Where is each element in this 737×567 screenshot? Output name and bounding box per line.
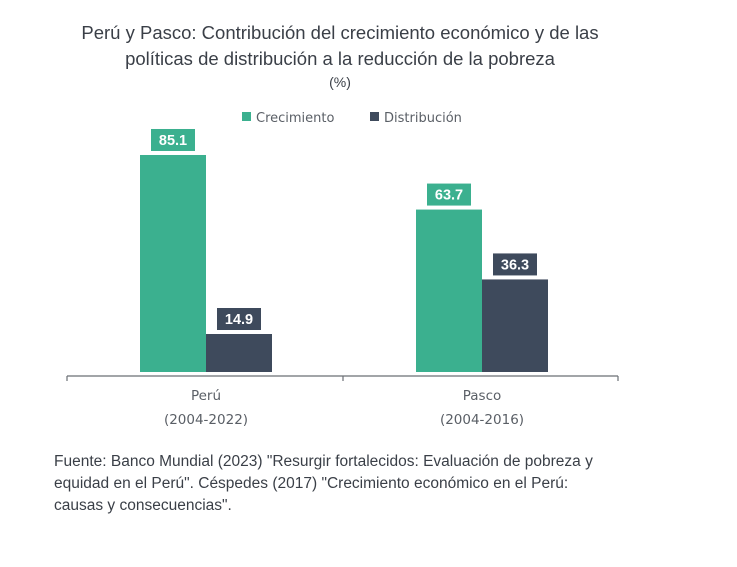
legend-swatch-distribución <box>370 112 379 121</box>
bar-crecimiento-1 <box>416 209 482 372</box>
source-line-2: equidad en el Perú". Céspedes (2017) "Cr… <box>54 475 569 492</box>
value-label-bg-distribución-1 <box>493 253 537 276</box>
value-label-crecimiento-1: 63.7 <box>435 188 463 204</box>
bar-chart: Crecimiento Distribución 85.1 14.9 63.7 36.3 P… <box>66 111 619 428</box>
category-label-1: Pasco <box>463 388 502 404</box>
legend-label-distribución: Distribución <box>384 111 462 126</box>
value-label-distribución-0: 14.9 <box>225 312 253 328</box>
source-line-1: Fuente: Banco Mundial (2023) "Resurgir f… <box>54 453 593 470</box>
chart-title-line-2: políticas de distribución a la reducción… <box>125 48 555 69</box>
bar-distribución-0 <box>206 334 272 372</box>
value-label-bg-crecimiento-0 <box>151 128 195 151</box>
value-label-distribución-1: 36.3 <box>501 257 529 273</box>
legend-swatch-crecimiento <box>242 112 251 121</box>
bar-distribución-1 <box>482 279 548 372</box>
bar-crecimiento-0 <box>140 154 206 372</box>
source-note: Fuente: Banco Mundial (2023) "Resurgir f… <box>54 451 654 517</box>
category-label-0: Perú <box>191 388 221 404</box>
value-label-crecimiento-0: 85.1 <box>159 133 187 149</box>
source-line-3: causas y consecuencias". <box>54 497 232 514</box>
value-label-bg-distribución-0 <box>217 308 261 331</box>
chart-units: (%) <box>329 74 351 90</box>
category-period-1: (2004-2016) <box>440 412 524 428</box>
category-period-0: (2004-2022) <box>164 412 248 428</box>
chart-title-line-1: Perú y Pasco: Contribución del crecimien… <box>81 22 599 43</box>
chart-title: Perú y Pasco: Contribución del crecimien… <box>30 20 650 72</box>
value-label-bg-crecimiento-1 <box>427 183 471 206</box>
legend-label-crecimiento: Crecimiento <box>256 111 335 126</box>
